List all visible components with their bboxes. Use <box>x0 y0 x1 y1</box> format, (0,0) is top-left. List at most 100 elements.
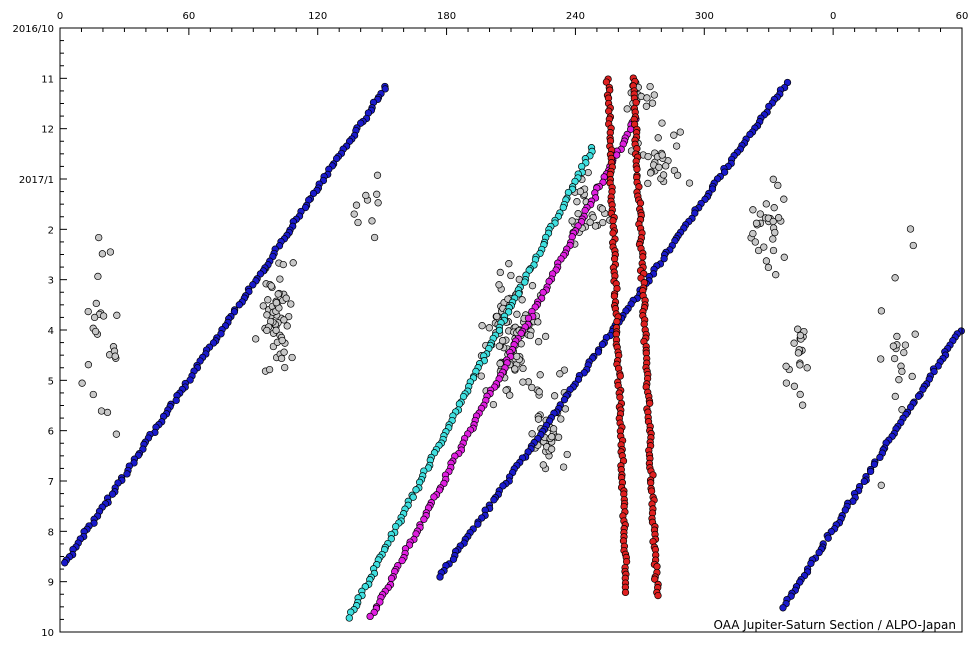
gray-data-point <box>113 311 121 319</box>
gray-data-point <box>771 228 779 237</box>
red-data-point <box>609 217 617 225</box>
red-data-point <box>636 199 645 207</box>
gray-data-point <box>646 82 654 91</box>
blue-data-point <box>123 470 131 478</box>
credit-text: OAA Jupiter-Saturn Section / ALPO-Japan <box>713 618 956 632</box>
gray-data-point <box>790 339 798 347</box>
gray-data-point <box>279 260 287 269</box>
gray-data-point <box>534 318 542 326</box>
gray-data-point <box>282 294 290 302</box>
blue-data-point <box>381 85 389 93</box>
gray-data-point <box>754 246 763 255</box>
gray-data-point <box>276 275 284 283</box>
red-data-point <box>610 292 619 300</box>
y-tick-label: 2016/10 <box>12 24 54 35</box>
blue-data-point <box>436 573 444 581</box>
red-data-point <box>653 562 661 571</box>
blue-data-point <box>490 496 498 504</box>
magenta-data-point <box>398 556 406 565</box>
gray-data-point <box>591 222 600 230</box>
gray-data-point <box>906 225 915 233</box>
blue-data-point <box>866 467 875 476</box>
gray-data-point <box>478 322 486 330</box>
gray-data-point <box>764 263 773 272</box>
x-tick-label: 180 <box>437 11 456 22</box>
gray-data-point <box>274 290 282 298</box>
gray-data-point <box>495 342 504 350</box>
gray-data-point <box>267 282 275 290</box>
gray-data-point <box>760 243 768 251</box>
gray-data-point <box>264 296 272 304</box>
gray-data-point <box>895 376 903 384</box>
gray-data-point <box>505 260 513 268</box>
gray-data-point <box>272 326 280 334</box>
magenta-data-point <box>420 515 428 523</box>
gray-data-point <box>280 348 288 356</box>
cyan-data-point <box>521 278 529 286</box>
gray-data-point <box>877 355 885 363</box>
y-tick-label: 8 <box>48 527 54 538</box>
gray-data-point <box>782 379 791 387</box>
gray-data-point <box>513 310 521 318</box>
gray-data-point <box>796 331 805 340</box>
cyan-data-point <box>515 290 523 298</box>
red-data-point <box>616 393 624 401</box>
gray-data-point <box>780 195 788 203</box>
gray-data-point <box>526 331 534 340</box>
gray-data-point <box>774 214 783 222</box>
gray-data-point <box>568 217 576 225</box>
gray-data-point <box>762 257 771 265</box>
gray-data-point <box>908 372 916 381</box>
red-data-point <box>616 372 624 380</box>
x-tick-label: 60 <box>182 11 195 22</box>
gray-data-point <box>354 218 362 227</box>
cyan-data-point <box>345 614 353 622</box>
blue-data-point <box>660 255 668 263</box>
gray-data-point <box>654 134 662 142</box>
gray-data-point <box>91 327 100 336</box>
gray-data-point <box>751 238 759 246</box>
gray-data-point <box>502 386 510 394</box>
gray-data-point <box>518 296 526 304</box>
blue-data-point <box>914 392 923 400</box>
gray-data-point <box>90 313 99 322</box>
gray-data-point <box>507 271 515 280</box>
blue-data-point <box>474 520 482 528</box>
gray-data-point <box>685 179 694 187</box>
cyan-data-point <box>559 203 567 212</box>
gray-data-point <box>535 388 543 396</box>
red-data-point <box>654 591 662 600</box>
cyan-data-point <box>455 400 464 408</box>
blue-data-point <box>499 482 507 490</box>
gray-data-point <box>769 235 777 243</box>
gray-data-point <box>772 271 780 279</box>
gray-data-point <box>511 365 519 373</box>
cyan-data-point <box>495 326 504 335</box>
gray-data-point <box>559 463 568 471</box>
cyan-data-point <box>504 308 513 316</box>
gray-data-point <box>350 210 358 218</box>
cyan-data-point <box>412 486 420 494</box>
gray-data-point <box>648 99 657 107</box>
gray-data-point <box>574 210 582 218</box>
gray-data-point <box>506 391 514 399</box>
gray-data-point <box>598 205 606 213</box>
gray-data-point <box>798 401 807 409</box>
gray-data-point <box>803 364 811 372</box>
gray-data-point <box>557 415 565 423</box>
gray-data-point <box>534 338 543 346</box>
gray-data-point <box>659 171 668 179</box>
gray-data-point <box>477 372 485 380</box>
y-tick-label: 9 <box>48 578 54 589</box>
gray-data-point <box>519 378 527 386</box>
blue-data-point <box>876 453 884 462</box>
blue-data-point <box>594 348 603 356</box>
gray-data-point <box>563 450 571 459</box>
gray-data-point <box>272 299 281 307</box>
gray-data-point <box>774 181 782 190</box>
gray-data-point <box>749 206 757 214</box>
gray-data-point <box>265 365 274 374</box>
gray-data-point <box>573 198 581 206</box>
x-tick-label: 60 <box>956 11 969 22</box>
gray-data-point <box>782 362 790 370</box>
